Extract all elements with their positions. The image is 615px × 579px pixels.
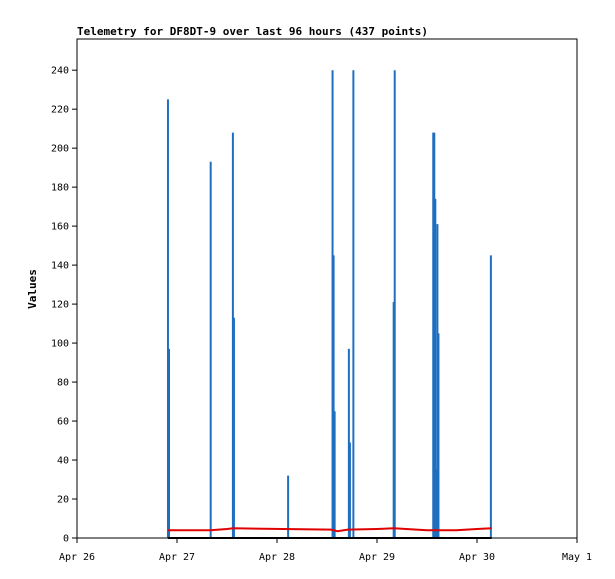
y-tick-label: 80 [57,378,69,389]
x-tick-label: May 1 [562,552,592,563]
y-tick-label: 200 [51,144,69,155]
chart-title: Telemetry for DF8DT-9 over last 96 hours… [77,25,428,38]
y-tick-label: 240 [51,66,69,77]
y-axis: 0 20 40 60 80 100 120 140 160 180 200 220 240 [51,66,77,545]
x-tick-label: Apr 30 [459,552,495,563]
y-tick-label: 220 [51,105,69,116]
x-tick-label: Apr 28 [259,552,295,563]
x-tick-label: Apr 29 [359,552,395,563]
x-axis: Apr 26 Apr 27 Apr 28 Apr 29 Apr 30 May 1 [59,538,592,563]
y-axis-label: Values [26,269,39,309]
plot-marks [166,70,492,539]
y-tick-label: 180 [51,183,69,194]
y-tick-label: 160 [51,222,69,233]
y-tick-label: 120 [51,300,69,311]
x-tick-label: Apr 26 [59,552,95,563]
y-tick-label: 40 [57,456,69,467]
y-tick-label: 0 [63,534,69,545]
plot-frame [76,38,578,539]
series-line-1 [168,527,492,533]
x-tick-label: Apr 27 [159,552,195,563]
y-tick-label: 60 [57,417,69,428]
y-tick-label: 100 [51,339,69,350]
y-tick-label: 140 [51,261,69,272]
y-tick-label: 20 [57,495,69,506]
